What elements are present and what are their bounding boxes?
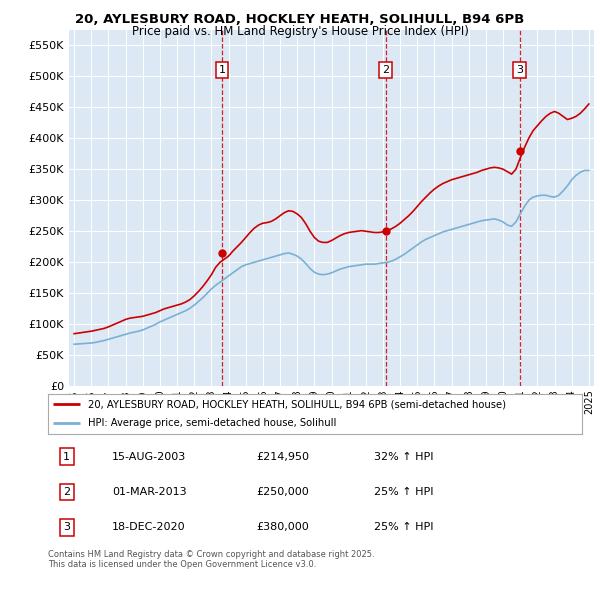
- Text: 2: 2: [63, 487, 70, 497]
- Text: 32% ↑ HPI: 32% ↑ HPI: [374, 451, 433, 461]
- Text: 15-AUG-2003: 15-AUG-2003: [112, 451, 187, 461]
- Text: 25% ↑ HPI: 25% ↑ HPI: [374, 487, 433, 497]
- Text: 1: 1: [218, 65, 226, 75]
- Text: 1: 1: [63, 451, 70, 461]
- Text: 20, AYLESBURY ROAD, HOCKLEY HEATH, SOLIHULL, B94 6PB: 20, AYLESBURY ROAD, HOCKLEY HEATH, SOLIH…: [76, 13, 524, 26]
- Text: 2: 2: [382, 65, 389, 75]
- Text: £214,950: £214,950: [256, 451, 309, 461]
- Text: 25% ↑ HPI: 25% ↑ HPI: [374, 523, 433, 533]
- Text: 20, AYLESBURY ROAD, HOCKLEY HEATH, SOLIHULL, B94 6PB (semi-detached house): 20, AYLESBURY ROAD, HOCKLEY HEATH, SOLIH…: [88, 399, 506, 409]
- Text: £380,000: £380,000: [256, 523, 309, 533]
- Text: Contains HM Land Registry data © Crown copyright and database right 2025.
This d: Contains HM Land Registry data © Crown c…: [48, 550, 374, 569]
- Text: 01-MAR-2013: 01-MAR-2013: [112, 487, 187, 497]
- Text: Price paid vs. HM Land Registry's House Price Index (HPI): Price paid vs. HM Land Registry's House …: [131, 25, 469, 38]
- Text: 3: 3: [63, 523, 70, 533]
- Text: 18-DEC-2020: 18-DEC-2020: [112, 523, 186, 533]
- Text: 3: 3: [516, 65, 523, 75]
- Text: HPI: Average price, semi-detached house, Solihull: HPI: Average price, semi-detached house,…: [88, 418, 337, 428]
- Text: £250,000: £250,000: [256, 487, 309, 497]
